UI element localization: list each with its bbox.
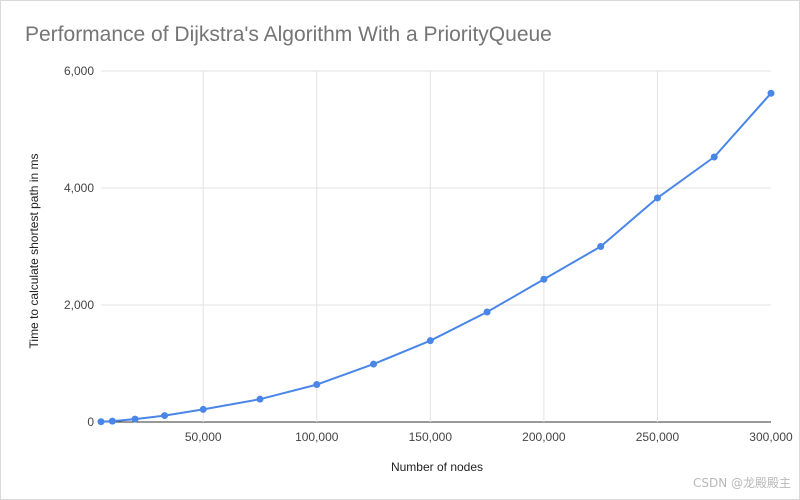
- y-tick-labels: 0 2,000 4,000 6,000: [64, 64, 94, 429]
- data-point: [483, 308, 491, 316]
- x-tick-labels: 50,000 100,000 150,000 200,000 250,000 300,00…: [185, 430, 793, 444]
- gridlines: [101, 70, 771, 423]
- data-point: [767, 89, 775, 97]
- data-point: [653, 194, 661, 202]
- data-point: [597, 243, 605, 250]
- x-tick-label: 50,000: [185, 430, 222, 444]
- y-tick-label: 0: [87, 415, 94, 429]
- data-point: [97, 418, 105, 426]
- x-tick-label: 100,000: [295, 430, 339, 444]
- y-tick-label: 2,000: [64, 298, 94, 312]
- x-tick-label: 200,000: [522, 430, 566, 444]
- y-tick-label: 6,000: [64, 64, 94, 78]
- y-axis-title: Time to calculate shortest path in ms: [27, 154, 41, 349]
- x-tick-label: 250,000: [636, 430, 680, 444]
- watermark-text: CSDN @龙殿殿主: [692, 476, 791, 490]
- chart-title: Performance of Dijkstra's Algorithm With…: [25, 23, 552, 46]
- data-point: [131, 415, 139, 423]
- data-point: [710, 153, 718, 161]
- data-point: [161, 412, 169, 420]
- series-group: [97, 89, 775, 426]
- data-point: [108, 417, 116, 425]
- x-tick-label: 300,000: [749, 430, 793, 444]
- data-point: [426, 337, 434, 345]
- series-line: [100, 92, 772, 423]
- data-point: [370, 360, 378, 368]
- y-tick-label: 4,000: [64, 181, 94, 195]
- x-tick-label: 150,000: [409, 430, 453, 444]
- x-axis-title: Number of nodes: [391, 460, 483, 474]
- data-point: [256, 395, 264, 403]
- data-point: [313, 381, 321, 389]
- data-point: [199, 405, 207, 413]
- data-point: [540, 275, 548, 283]
